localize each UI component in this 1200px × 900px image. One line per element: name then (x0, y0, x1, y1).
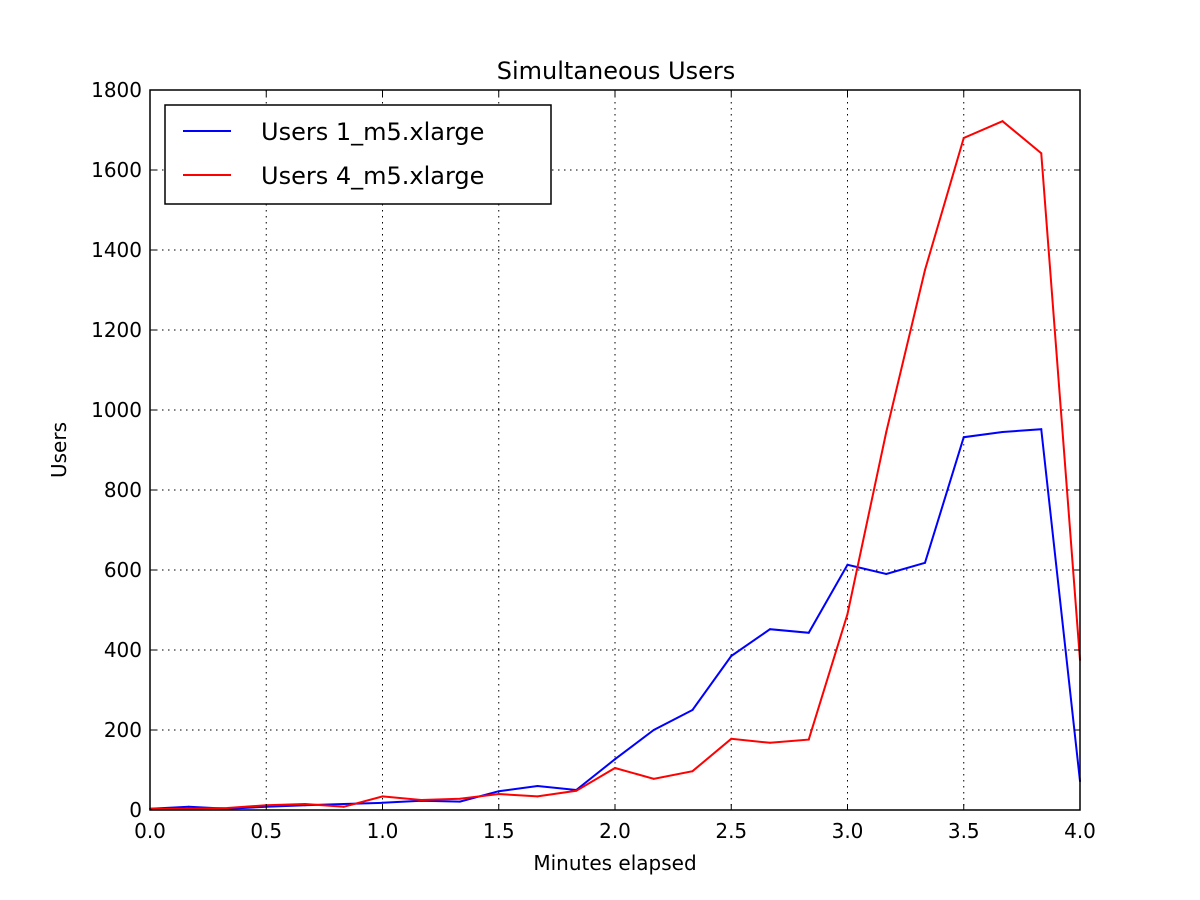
axis-ticks (149, 89, 1081, 811)
x-tick-label: 2.5 (715, 819, 747, 843)
x-tick-label: 1.0 (367, 819, 399, 843)
y-tick-label: 1400 (91, 238, 142, 262)
x-tick-label: 0.5 (250, 819, 282, 843)
x-tick-label: 1.5 (483, 819, 515, 843)
data-point (923, 561, 926, 564)
data-point (962, 436, 965, 439)
data-point (497, 793, 500, 795)
y-tick-label: 1600 (91, 158, 142, 182)
legend-box (164, 104, 552, 205)
data-point (1001, 120, 1004, 123)
data-point (846, 613, 849, 615)
data-point (962, 137, 965, 139)
data-point (769, 741, 772, 744)
legend-label: Users 1_m5.xlarge (261, 118, 484, 146)
data-point (575, 789, 578, 792)
data-point (730, 737, 733, 740)
x-axis-label: Minutes elapsed (533, 851, 696, 875)
data-point (730, 655, 733, 657)
x-tick-label: 0.0 (134, 819, 166, 843)
y-tick-label: 600 (104, 558, 142, 582)
data-point (342, 803, 345, 805)
data-point (885, 573, 888, 575)
tick-labels: 0.0 0.5 1.0 1.5 2.0 2.5 3.0 3.5 4.0 0 200 400 600 800… (91, 78, 1096, 843)
data-point (652, 777, 655, 780)
data-point (846, 563, 849, 566)
x-tick-label: 4.0 (1064, 819, 1096, 843)
y-axis-label: Users (47, 422, 71, 478)
data-point (536, 795, 539, 798)
data-point (1040, 428, 1043, 431)
data-point (807, 631, 810, 634)
data-point (691, 770, 694, 773)
y-tick-label: 400 (104, 638, 142, 662)
y-tick-label: 200 (104, 718, 142, 742)
data-point (458, 797, 461, 800)
data-point (652, 729, 655, 731)
legend: Users 1_m5.xlarge Users 4_m5.xlarge (164, 104, 552, 205)
data-point (691, 709, 694, 711)
data-point (923, 269, 926, 271)
data-point (226, 807, 229, 809)
data-point (1001, 431, 1004, 433)
x-tick-label: 3.0 (832, 819, 864, 843)
data-point (381, 795, 384, 798)
data-point (304, 803, 307, 805)
data-point (420, 799, 423, 801)
data-point (497, 790, 500, 793)
y-tick-label: 1800 (91, 78, 142, 102)
y-tick-label: 1000 (91, 398, 142, 422)
data-point (381, 801, 384, 804)
data-point (536, 785, 539, 787)
data-point (342, 805, 345, 808)
x-tick-label: 2.0 (599, 819, 631, 843)
data-point (187, 805, 190, 808)
legend-label: Users 4_m5.xlarge (261, 162, 484, 190)
data-point (614, 767, 616, 769)
data-point (1040, 152, 1043, 155)
y-tick-label: 1200 (91, 318, 142, 342)
data-point (885, 431, 888, 433)
data-point (769, 628, 772, 631)
x-tick-label: 3.5 (948, 819, 980, 843)
chart-title: Simultaneous Users (497, 57, 736, 85)
data-point (807, 738, 810, 741)
data-point (458, 800, 461, 803)
y-tick-label: 800 (104, 478, 142, 502)
data-point (614, 758, 616, 761)
y-tick-label: 0 (129, 798, 142, 822)
